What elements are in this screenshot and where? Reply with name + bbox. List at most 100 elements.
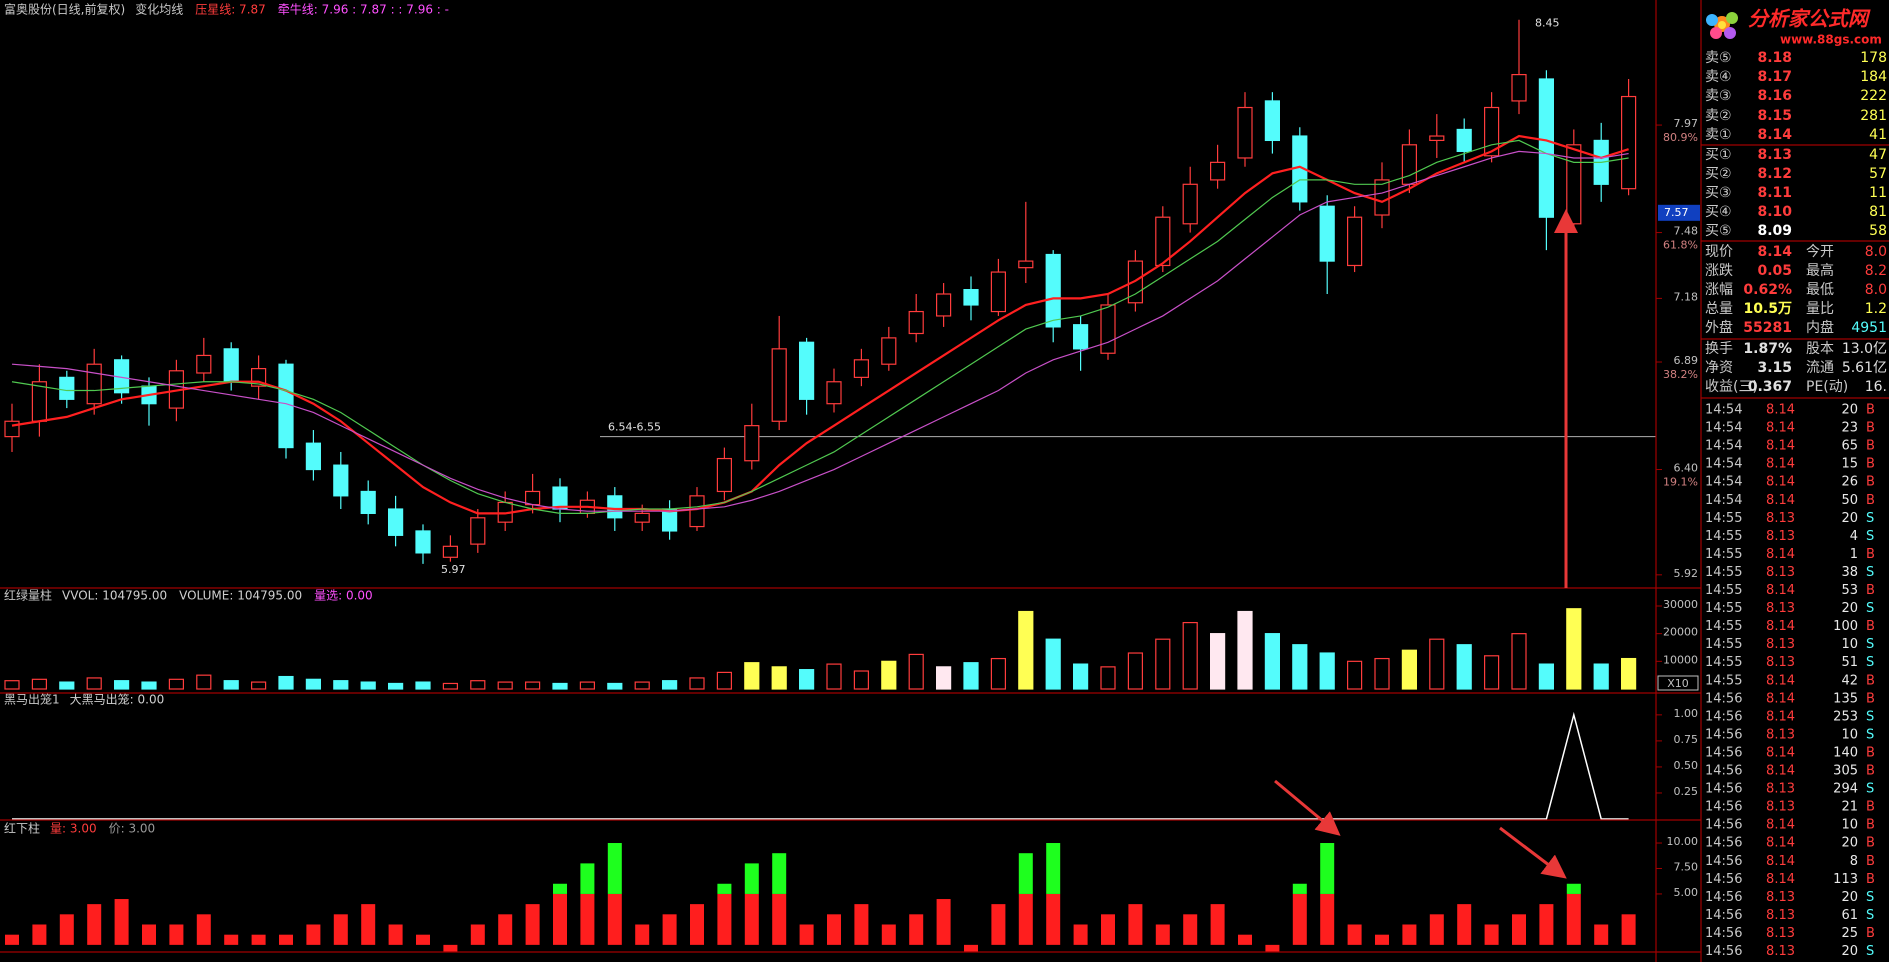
trade-volume: 4: [1850, 529, 1858, 544]
volume-bar: [251, 681, 267, 690]
annotation-arrows: [1274, 209, 1578, 879]
stat-value: 8.14: [1757, 244, 1792, 260]
volume-bar: [1182, 621, 1198, 690]
candle-body: [744, 425, 760, 462]
trade-time: 14:55: [1705, 547, 1742, 562]
trade-price: 8.13: [1766, 727, 1795, 742]
volume-bar: [990, 657, 1007, 690]
stat-label: 外盘: [1705, 319, 1733, 336]
candle-body: [607, 495, 623, 519]
trade-price: 8.14: [1766, 403, 1795, 418]
volume-bar: [278, 675, 294, 690]
trade-price: 8.14: [1766, 691, 1795, 706]
book-label: 卖②: [1705, 108, 1732, 124]
trade-price: 8.14: [1766, 547, 1795, 562]
stat-value: 13.0亿: [1842, 341, 1887, 357]
volume-bar: [86, 677, 102, 690]
candle-body: [963, 289, 979, 306]
stat-label: 最高: [1806, 262, 1834, 279]
trade-time: 14:56: [1705, 908, 1742, 923]
trade-volume: 20: [1841, 511, 1858, 526]
bar: [772, 893, 787, 945]
book-price: 8.12: [1757, 166, 1792, 182]
book-label: 买④: [1705, 204, 1732, 220]
trade-volume: 20: [1841, 944, 1858, 959]
bar-above-threshold: [580, 863, 595, 894]
volume-bar: [1018, 610, 1034, 690]
bar: [1347, 924, 1362, 945]
bar: [1320, 893, 1335, 945]
book-label: 卖④: [1705, 69, 1732, 85]
stat-value: 1.2: [1865, 301, 1887, 317]
trade-side: B: [1866, 493, 1875, 508]
volume-bar: [141, 681, 157, 690]
trade-volume: 10: [1841, 818, 1858, 833]
trade-price: 8.13: [1766, 908, 1795, 923]
candle-body: [31, 381, 48, 422]
trade-side: S: [1866, 511, 1874, 526]
volume-bar: [1319, 652, 1335, 690]
bar: [964, 944, 978, 952]
legend-item: 压星线: 7.87: [195, 3, 266, 17]
book-volume: 184: [1860, 69, 1887, 85]
volume-bar: [196, 674, 212, 690]
arrow: [1499, 826, 1567, 879]
y-tick-label: 5.92: [1674, 567, 1699, 580]
trade-volume: 25: [1841, 926, 1858, 941]
trade-side: S: [1866, 944, 1874, 959]
volume-bar: [1593, 663, 1609, 690]
trade-time: 14:55: [1705, 565, 1742, 580]
trade-side: B: [1866, 854, 1875, 869]
book-price: 8.13: [1757, 147, 1792, 163]
bar-above-threshold: [744, 863, 759, 894]
volume-bar: [524, 681, 541, 690]
trade-time: 14:54: [1705, 457, 1742, 472]
trade-time: 14:55: [1705, 637, 1742, 652]
candle-body: [415, 530, 431, 554]
trade-volume: 20: [1841, 890, 1858, 905]
trade-side: B: [1866, 583, 1875, 598]
candle-body: [1237, 106, 1253, 159]
pane-title: 富奥股份(日线,前复权): [4, 2, 125, 17]
bar: [1429, 914, 1444, 945]
volume-bar: [1264, 633, 1281, 690]
bar-above-threshold: [553, 883, 567, 894]
trade-time: 14:54: [1705, 475, 1742, 490]
volume-bar: [1237, 610, 1253, 690]
bar: [1265, 944, 1280, 952]
stat-label: 内盘: [1806, 319, 1834, 336]
bar: [142, 924, 156, 945]
trade-side: B: [1866, 836, 1875, 851]
unit-label: X10: [1667, 677, 1689, 690]
bar: [744, 893, 759, 945]
trade-time: 14:56: [1705, 745, 1742, 760]
pane-title: 黑马出笼1: [4, 692, 60, 707]
pane-title: 红绿量柱: [4, 588, 52, 603]
bar: [553, 893, 567, 945]
legend-item: 量: 3.00: [50, 822, 97, 836]
logo-url: www.88gs.com: [1780, 33, 1882, 47]
volume-bar: [1566, 608, 1582, 690]
trade-volume: 20: [1841, 836, 1858, 851]
trade-time: 14:56: [1705, 727, 1742, 742]
trade-time: 14:54: [1705, 439, 1742, 454]
signal-line: [12, 711, 1629, 820]
bar: [580, 893, 595, 945]
candle-body: [1511, 73, 1527, 102]
trade-price: 8.13: [1766, 529, 1795, 544]
trade-time: 14:55: [1705, 583, 1742, 598]
volume-bar: [415, 681, 431, 690]
book-price: 8.18: [1757, 50, 1792, 66]
candle-body: [1456, 128, 1472, 152]
y-tick-label: 10.00: [1667, 835, 1699, 848]
trade-volume: 8: [1850, 854, 1858, 869]
trade-side: B: [1866, 800, 1875, 815]
legend-item: 变化均线: [135, 2, 183, 17]
stat-value: 8.0: [1865, 244, 1887, 260]
legend-item: VVOL: 104795.00: [62, 589, 167, 603]
stat-value: 3.15: [1757, 360, 1792, 376]
candle-body: [798, 341, 815, 400]
bar: [1292, 893, 1307, 945]
trade-time: 14:55: [1705, 673, 1742, 688]
trade-volume: 15: [1841, 457, 1858, 472]
